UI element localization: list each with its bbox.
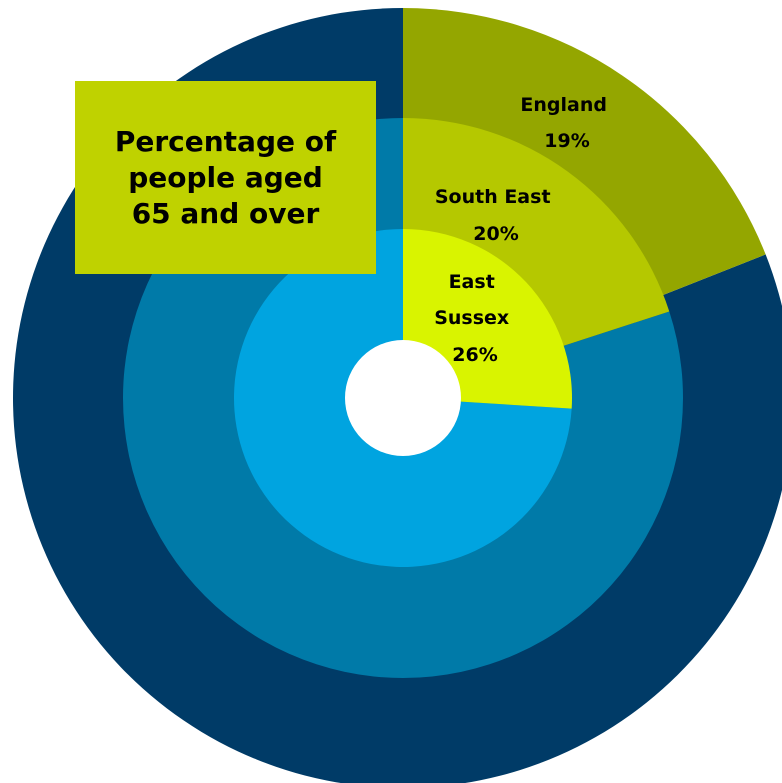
chart-title-box: Percentage of people aged 65 and over [75,81,376,274]
center-hole [345,340,461,456]
label-england-name: England [520,94,607,116]
label-east-sussex-value: 26% [452,344,497,366]
label-england-value: 19% [544,130,589,152]
label-south-east: South East 20% [435,186,557,245]
label-east-sussex-name-1: East [449,271,495,293]
label-south-east-value: 20% [473,223,518,245]
label-east-sussex: East Sussex 26% [434,271,516,366]
chart-title: Percentage of people aged 65 and over [114,124,337,230]
label-east-sussex-name-2: Sussex [434,307,509,329]
label-england: England 19% [520,94,613,152]
label-south-east-name: South East [435,186,551,208]
